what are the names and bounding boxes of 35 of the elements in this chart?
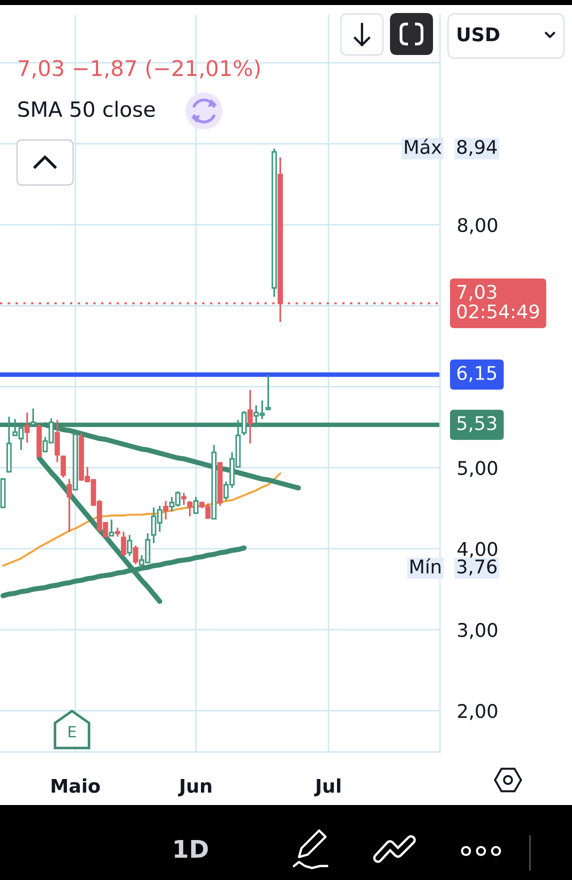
annotation: Mín 3,76 — [410, 558, 497, 576]
candlestick — [248, 389, 253, 444]
candlestick — [120, 530, 126, 556]
ref-line-label: 6,15 — [457, 366, 496, 382]
candlestick — [163, 500, 168, 520]
x-tick-label: Jul — [314, 778, 340, 796]
candlestick — [54, 419, 60, 463]
y-tick-label: 2,00 — [458, 704, 498, 720]
candlestick — [66, 478, 72, 533]
annotation: E — [68, 726, 76, 738]
y-tick-label: 3,00 — [458, 622, 498, 640]
line-series — [2, 472, 282, 567]
candlestick — [60, 454, 66, 478]
y-tick-label: 5,00 — [458, 460, 498, 478]
candlestick — [181, 492, 186, 506]
text: USD — [458, 27, 500, 42]
text: 1D — [174, 840, 208, 858]
ref-line-label: 7,03 02:54:49 — [457, 284, 539, 319]
candlestick — [187, 500, 192, 518]
x-tick-label: Maio — [52, 778, 100, 793]
candlestick — [193, 496, 199, 515]
candlestick — [108, 518, 114, 538]
text: 7,03 −1,87 (−21,01%) — [18, 60, 260, 79]
y-tick-label: 4,00 — [458, 542, 498, 558]
x-tick-label: Jun — [178, 778, 212, 796]
candlestick — [30, 408, 36, 426]
candlestick — [266, 374, 271, 412]
candlestick — [126, 534, 132, 557]
y-tick-label: 8,00 — [458, 218, 498, 234]
candlestick — [241, 410, 247, 436]
annotation: Máx 8,94 — [405, 138, 497, 156]
candlestick — [24, 412, 30, 444]
text: SMA 50 close — [18, 100, 155, 118]
ref-line-label: 5,53 — [457, 416, 496, 432]
candlestick — [132, 544, 138, 565]
